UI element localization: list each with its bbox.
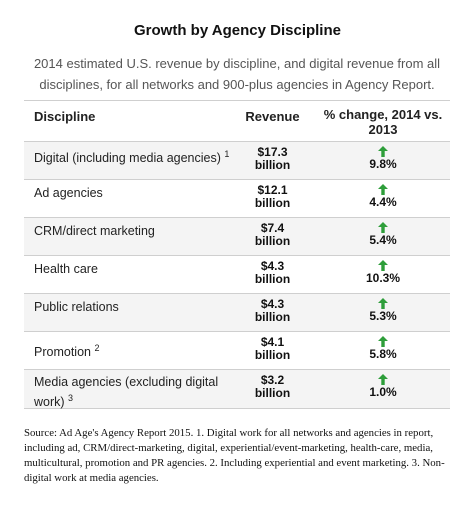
revenue-cell: $3.2 billion [230,374,315,400]
up-arrow-icon [378,298,388,309]
footnote-marker: 3 [68,393,74,403]
percent-change: 9.8% [369,157,397,171]
table-row: Media agencies (excluding digital work) … [24,370,450,409]
percent-change: 1.0% [369,385,397,399]
revenue-value: $12.1 [257,183,288,197]
discipline-label: Digital (including media agencies) [34,151,221,166]
discipline-cell: Public relations [34,299,239,315]
percent-change: 4.4% [369,195,397,209]
discipline-cell: Ad agencies [34,185,239,201]
change-cell: 1.0% [316,374,450,399]
table-row: CRM/direct marketing $7.4 billion 5.4% [24,218,450,256]
revenue-cell: $4.3 billion [230,298,315,324]
revenue-cell: $7.4 billion [230,222,315,248]
revenue-cell: $17.3 billion [230,146,315,172]
percent-change: 5.8% [369,347,397,361]
revenue-value: $4.3 [260,259,285,273]
revenue-value: $4.1 [260,335,285,349]
up-arrow-icon [378,260,388,271]
change-cell: 5.4% [316,222,450,247]
revenue-unit: billion [254,386,291,400]
table-row: Digital (including media agencies) 1 $17.… [24,142,450,180]
table-row: Ad agencies $12.1 billion 4.4% [24,180,450,218]
page-subtitle: 2014 estimated U.S. revenue by disciplin… [33,56,441,92]
revenue-cell: $12.1 billion [230,184,315,210]
up-arrow-icon [378,222,388,233]
revenue-cell: $4.3 billion [230,260,315,286]
discipline-cell: Digital (including media agencies) 1 [34,146,239,166]
discipline-label: Media agencies (excluding digital work) [34,375,219,410]
discipline-cell: Promotion 2 [34,340,239,360]
change-cell: 5.3% [316,298,450,323]
discipline-label: Health care [34,262,98,276]
discipline-cell: Health care [34,261,239,277]
change-cell: 9.8% [316,146,450,171]
up-arrow-icon [378,336,388,347]
revenue-unit: billion [254,348,291,362]
change-cell: 5.8% [316,336,450,361]
discipline-label: Public relations [34,300,119,314]
header-discipline: Discipline [34,109,96,124]
revenue-value: $4.3 [260,297,285,311]
discipline-cell: CRM/direct marketing [34,223,239,239]
revenue-unit: billion [254,234,291,248]
percent-change: 5.3% [369,309,397,323]
revenue-unit: billion [254,196,291,210]
page-title: Growth by Agency Discipline [134,22,341,39]
table-row: Public relations $4.3 billion 5.3% [24,294,450,332]
table-row: Health care $4.3 billion 10.3% [24,256,450,294]
discipline-cell: Media agencies (excluding digital work) … [34,374,239,410]
revenue-value: $3.2 [260,373,285,387]
up-arrow-icon [378,374,388,385]
revenue-value: $17.3 [257,145,288,159]
change-cell: 10.3% [316,260,450,285]
discipline-label: CRM/direct marketing [34,224,155,238]
up-arrow-icon [378,184,388,195]
discipline-label: Promotion [34,345,91,360]
table-row: Promotion 2 $4.1 billion 5.8% [24,332,450,370]
table-header-row: Discipline Revenue % change, 2014 vs. 20… [24,101,450,142]
revenue-value: $7.4 [260,221,285,235]
percent-change: 5.4% [369,233,397,247]
revenue-unit: billion [254,158,291,172]
header-revenue: Revenue [245,109,300,124]
percent-change: 10.3% [365,271,401,285]
footnote-marker: 1 [224,149,230,159]
discipline-label: Ad agencies [34,186,103,200]
revenue-unit: billion [254,310,291,324]
source-note: Source: Ad Age's Agency Report 2015. 1. … [24,427,445,484]
revenue-cell: $4.1 billion [230,336,315,362]
revenue-table: Discipline Revenue % change, 2014 vs. 20… [24,100,450,409]
change-cell: 4.4% [316,184,450,209]
up-arrow-icon [378,146,388,157]
footnote-marker: 2 [94,343,100,353]
table-body: Digital (including media agencies) 1 $17.… [24,142,450,409]
header-change: % change, 2014 vs. 2013 [323,107,443,137]
revenue-unit: billion [254,272,291,286]
